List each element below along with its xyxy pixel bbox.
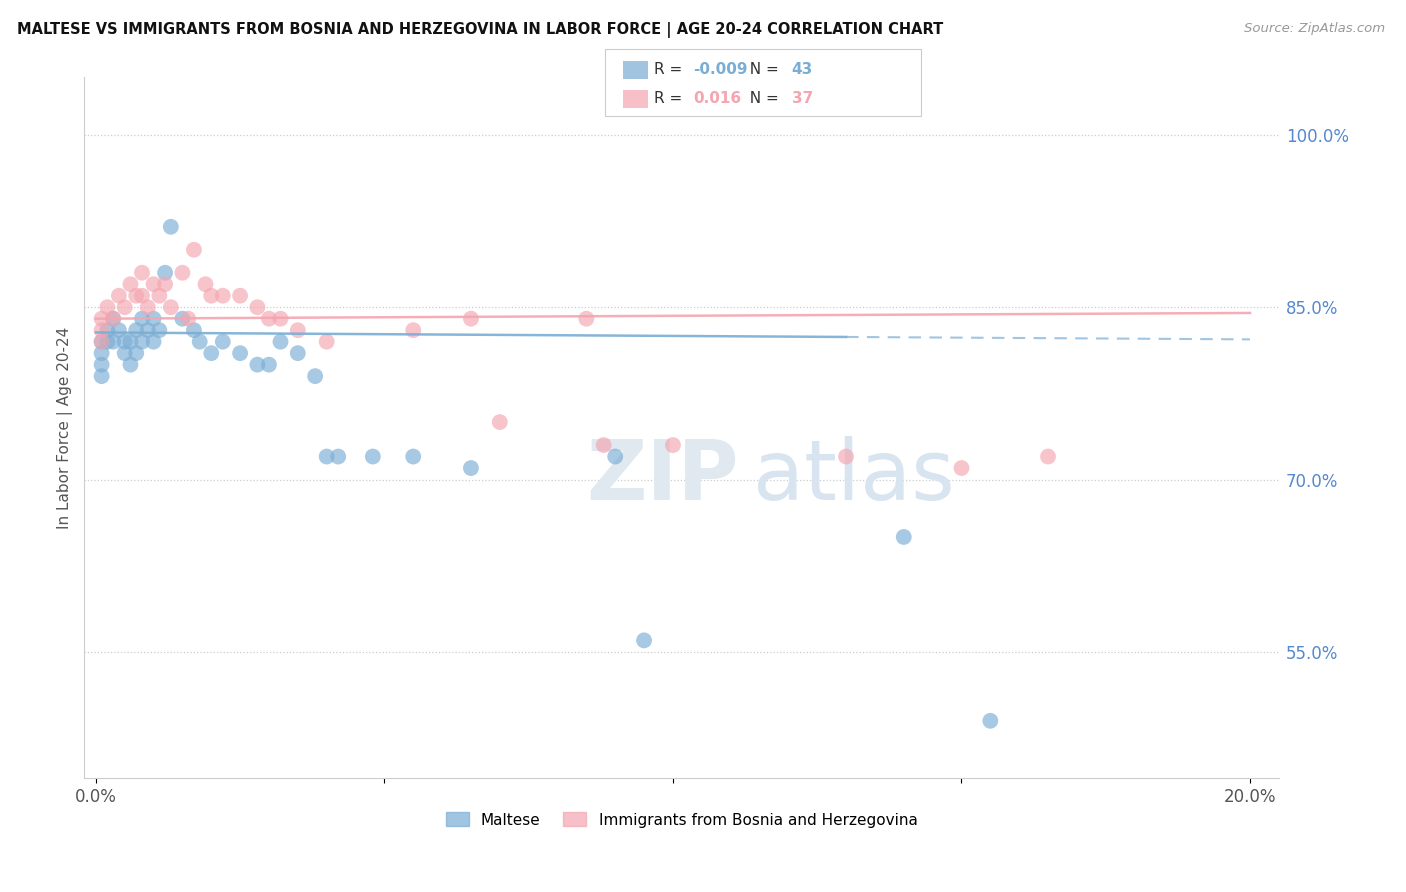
Text: R =: R = (654, 62, 688, 78)
Point (96, 323, 118, 337)
Point (160, 219, 183, 234)
Point (460, 461, 482, 475)
Text: N =: N = (740, 62, 783, 78)
Point (361, 450, 384, 464)
Point (183, 323, 205, 337)
Point (96, 300, 118, 314)
Point (90, 358, 112, 372)
Point (287, 346, 309, 360)
Point (136, 300, 159, 314)
Point (211, 289, 233, 303)
Text: N =: N = (740, 91, 783, 106)
Point (979, 714, 1001, 728)
Point (90, 346, 112, 360)
Point (893, 530, 915, 544)
Point (101, 311, 124, 326)
Point (315, 450, 337, 464)
Point (246, 300, 269, 314)
Point (125, 289, 148, 303)
Point (246, 358, 269, 372)
Text: Source: ZipAtlas.com: Source: ZipAtlas.com (1244, 22, 1385, 36)
Point (90, 323, 112, 337)
Point (131, 266, 153, 280)
Point (315, 334, 337, 349)
Point (328, 450, 350, 464)
Point (90, 334, 112, 349)
Point (257, 311, 280, 326)
Point (835, 450, 858, 464)
Point (108, 323, 131, 337)
Point (153, 266, 176, 280)
Point (96, 334, 118, 349)
Point (177, 311, 200, 326)
Point (188, 334, 211, 349)
Point (125, 346, 148, 360)
Text: MALTESE VS IMMIGRANTS FROM BOSNIA AND HERZEGOVINA IN LABOR FORCE | AGE 20-24 COR: MALTESE VS IMMIGRANTS FROM BOSNIA AND HE… (17, 22, 943, 38)
Point (605, 450, 627, 464)
Point (131, 334, 153, 349)
Text: 0.016: 0.016 (693, 91, 741, 106)
Point (1036, 450, 1059, 464)
Point (120, 358, 142, 372)
Text: atlas: atlas (754, 436, 955, 517)
Y-axis label: In Labor Force | Age 20-24: In Labor Force | Age 20-24 (58, 326, 73, 529)
Point (229, 289, 252, 303)
Point (257, 358, 280, 372)
Point (575, 311, 598, 326)
Point (131, 289, 153, 303)
Text: 43: 43 (792, 62, 813, 78)
Point (270, 311, 292, 326)
Point (142, 311, 165, 326)
Point (211, 334, 233, 349)
Point (114, 300, 136, 314)
Point (488, 415, 510, 429)
Text: R =: R = (654, 91, 688, 106)
Point (460, 311, 482, 326)
Point (194, 277, 217, 292)
Point (131, 311, 153, 326)
Legend: Maltese, Immigrants from Bosnia and Herzegovina: Maltese, Immigrants from Bosnia and Herz… (440, 806, 924, 834)
Point (287, 323, 309, 337)
Point (172, 311, 194, 326)
Point (101, 311, 124, 326)
Point (172, 266, 194, 280)
Point (200, 289, 222, 303)
Point (304, 369, 326, 384)
Text: -0.009: -0.009 (693, 62, 748, 78)
Point (142, 334, 165, 349)
Point (229, 346, 252, 360)
Point (183, 243, 205, 257)
Point (108, 289, 131, 303)
Point (402, 323, 425, 337)
Point (148, 323, 170, 337)
Point (153, 277, 176, 292)
Point (125, 323, 148, 337)
Point (114, 334, 136, 349)
Point (592, 438, 614, 452)
Point (90, 311, 112, 326)
Point (136, 323, 159, 337)
Point (270, 334, 292, 349)
Point (114, 346, 136, 360)
Point (90, 334, 112, 349)
Point (200, 346, 222, 360)
Point (662, 438, 685, 452)
Text: ZIP: ZIP (586, 436, 738, 517)
Point (101, 334, 124, 349)
Point (402, 450, 425, 464)
Point (148, 289, 170, 303)
Point (950, 461, 973, 475)
Point (120, 334, 142, 349)
Text: 37: 37 (792, 91, 813, 106)
Point (90, 369, 112, 384)
Point (160, 300, 183, 314)
Point (142, 277, 165, 292)
Point (120, 277, 142, 292)
Point (633, 633, 655, 648)
